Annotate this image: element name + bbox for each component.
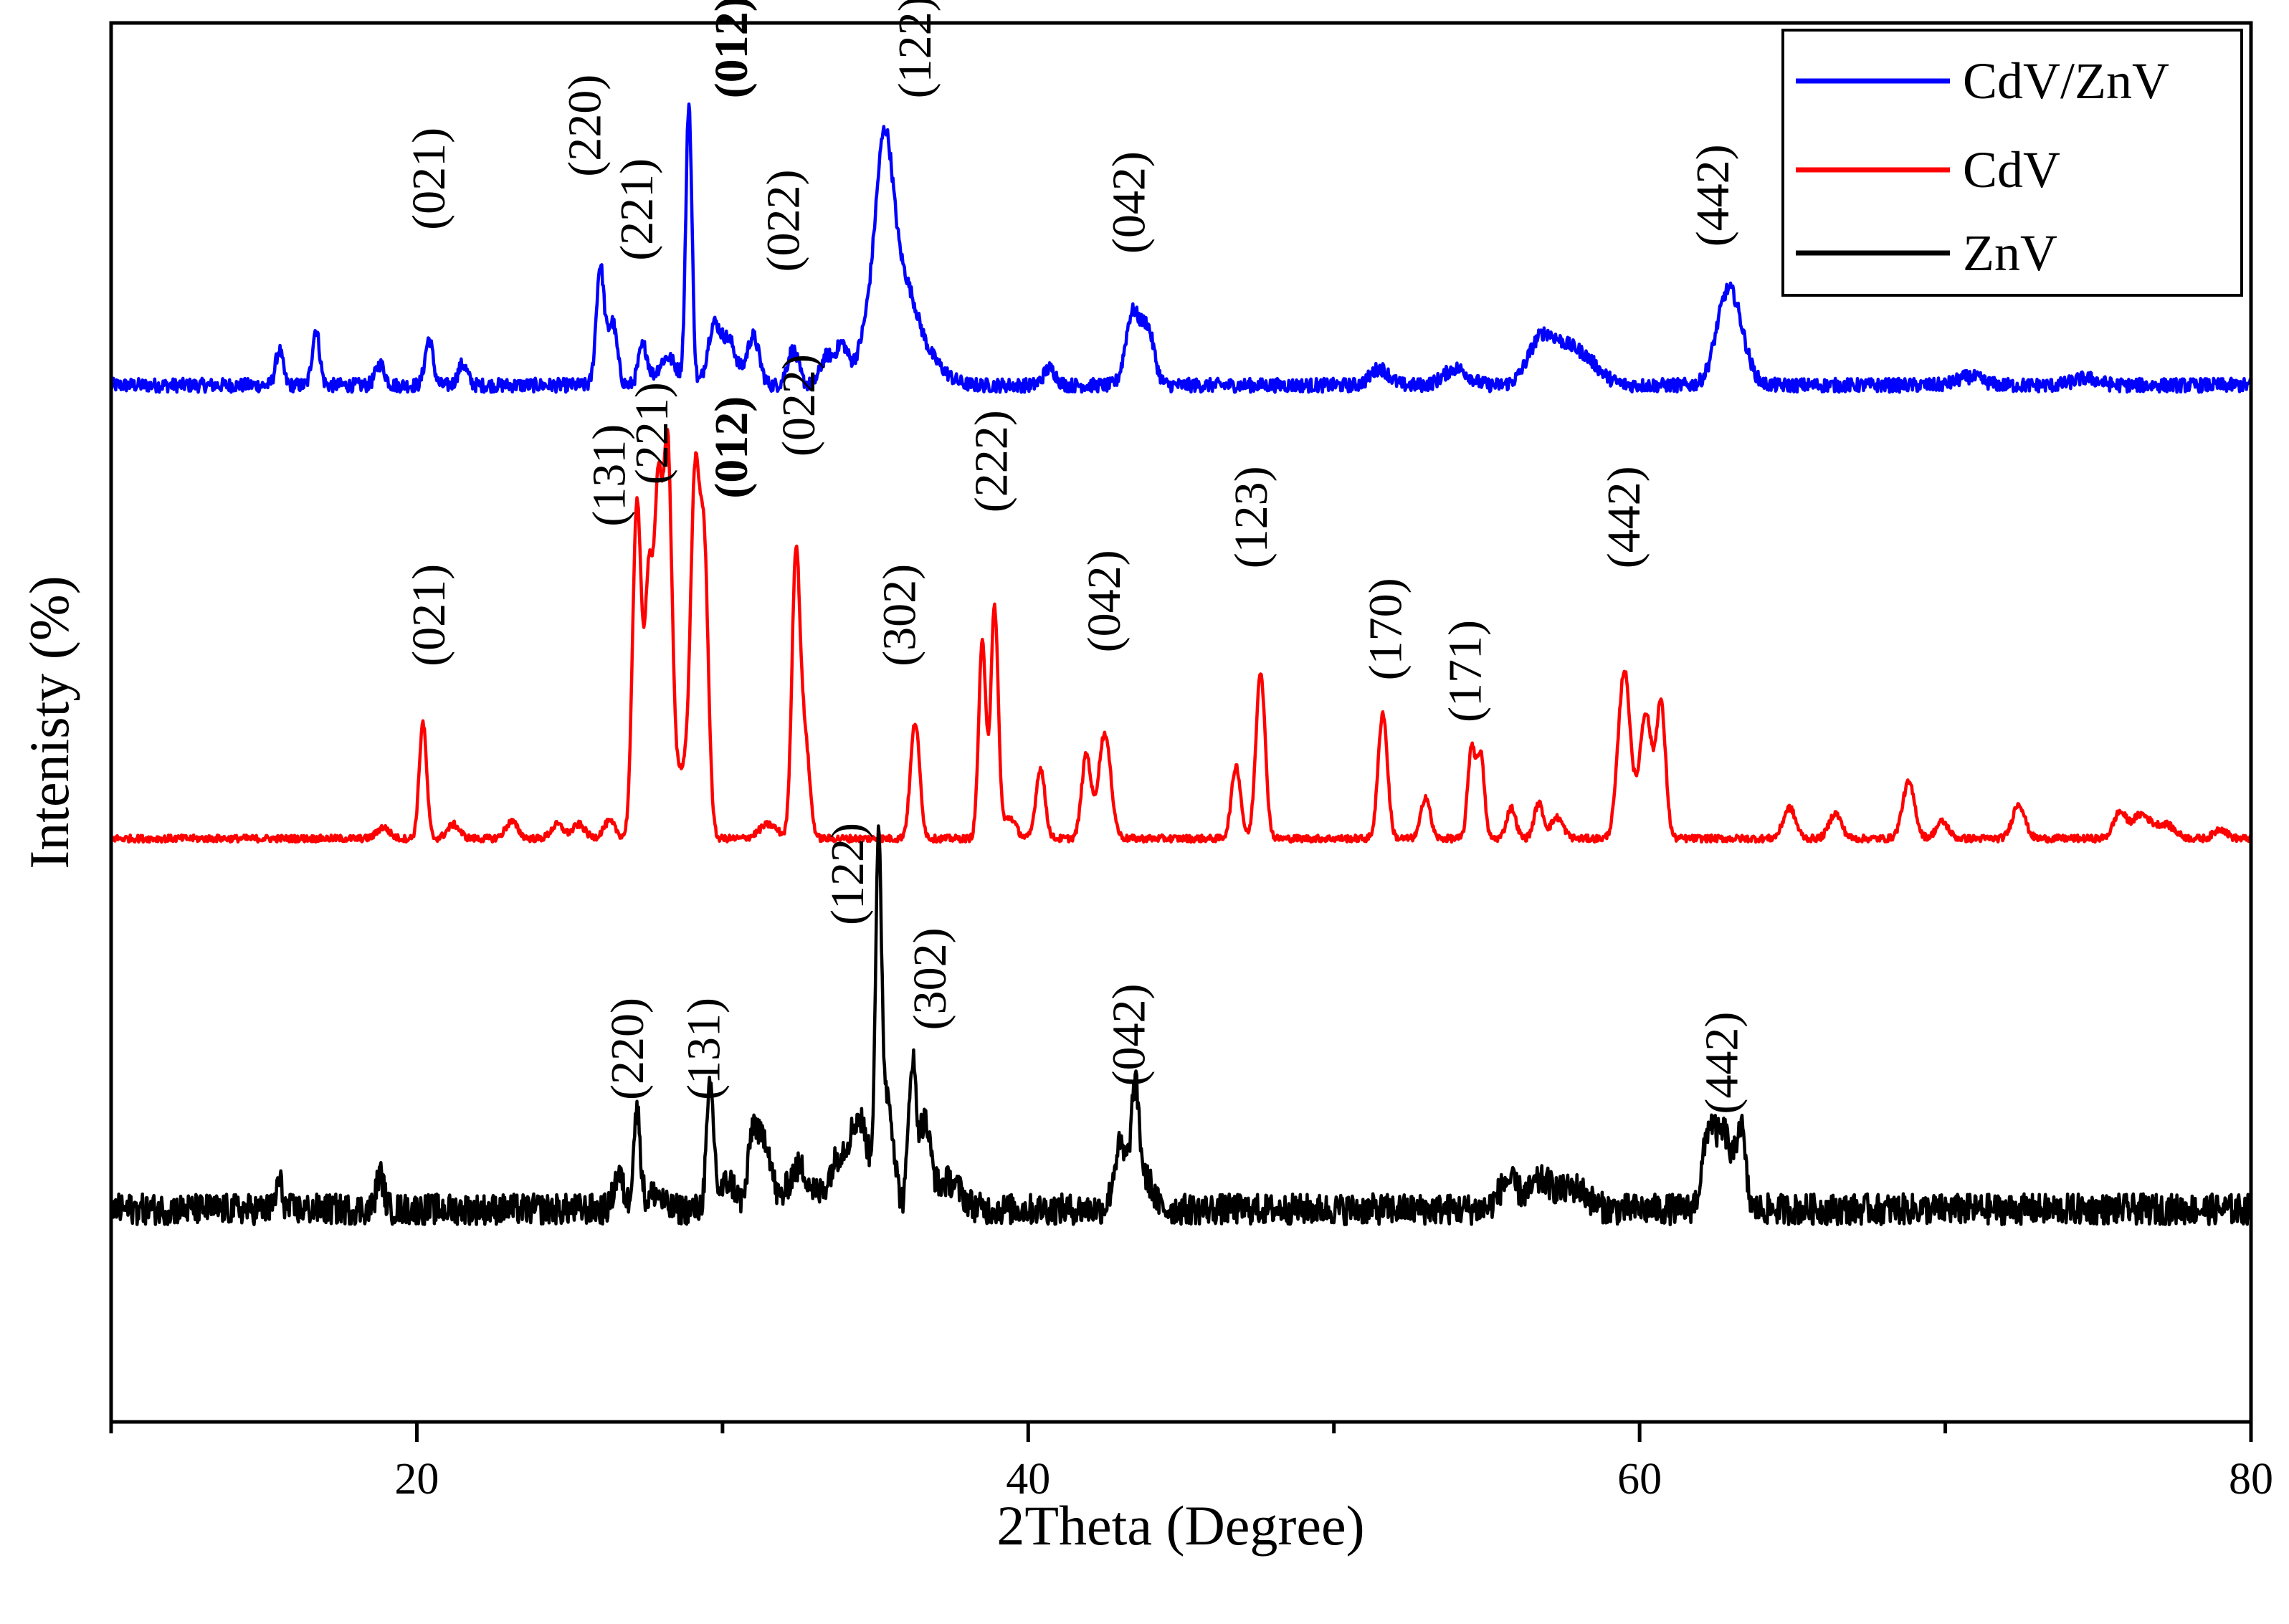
peak-label-cdv-222: (222) bbox=[965, 410, 1017, 512]
x-tick-label: 40 bbox=[1006, 1455, 1050, 1504]
peak-label-cdv-442: (442) bbox=[1598, 466, 1650, 568]
peak-label-cdv-221: (221) bbox=[626, 382, 678, 484]
peak-label-znv-442: (442) bbox=[1696, 1012, 1748, 1114]
annotation-layer: (021)(220)(221)(012)(022)(122)(042) (442)… bbox=[403, 0, 1748, 1114]
peak-label-cdv-znv-012: (012) bbox=[705, 0, 758, 98]
peak-label-cdv-znv-221: (221) bbox=[611, 158, 663, 261]
peak-label-cdv-znv-122: (122) bbox=[889, 0, 941, 98]
series-line-cdv-znv bbox=[109, 102, 2253, 394]
peak-label-cdv-021: (021) bbox=[403, 564, 455, 667]
x-tick-label: 20 bbox=[394, 1455, 439, 1504]
peak-label-cdv-znv-442: (442) bbox=[1687, 144, 1739, 247]
peak-label-cdv-131: (131) bbox=[583, 424, 635, 527]
x-axis-title: 2Theta (Degree) bbox=[996, 1494, 1364, 1557]
peak-label-cdv-znv-042: (042) bbox=[1103, 151, 1155, 254]
peak-label-cdv-znv-021: (021) bbox=[403, 128, 455, 230]
series-layer bbox=[109, 102, 2253, 1227]
x-tick-label: 60 bbox=[1617, 1455, 1662, 1504]
series-line-cdv bbox=[110, 428, 2252, 844]
legend-label-cdv: CdV bbox=[1963, 141, 2060, 199]
y-axis-title: Intenisty (%) bbox=[18, 575, 80, 869]
peak-label-cdv-171: (171) bbox=[1439, 620, 1491, 722]
peak-label-cdv-123: (123) bbox=[1225, 466, 1277, 568]
legend-label-cdv-znv: CdV/ZnV bbox=[1963, 52, 2169, 110]
legend-label-znv: ZnV bbox=[1963, 224, 2057, 282]
peak-label-cdv-302: (302) bbox=[874, 564, 926, 667]
peak-label-cdv-042: (042) bbox=[1078, 550, 1131, 652]
peak-label-znv-302: (302) bbox=[904, 927, 956, 1030]
peak-label-cdv-znv-022: (022) bbox=[758, 170, 810, 272]
x-tick-label: 80 bbox=[2229, 1455, 2273, 1504]
peak-label-cdv-022: (022) bbox=[773, 354, 825, 457]
legend: CdV/ZnV CdV ZnV bbox=[1781, 29, 2243, 297]
peak-label-cdv-012: (012) bbox=[705, 396, 758, 499]
peak-label-cdv-znv-220: (220) bbox=[558, 75, 611, 177]
peak-label-znv-042: (042) bbox=[1103, 984, 1155, 1086]
peak-label-znv-122: (122) bbox=[822, 823, 874, 925]
peak-label-znv-220: (220) bbox=[601, 998, 654, 1100]
peak-label-znv-131: (131) bbox=[678, 998, 731, 1100]
series-line-znv bbox=[109, 824, 2253, 1227]
tick-layer: 20 40 60 80 bbox=[109, 1422, 2273, 1504]
peak-label-cdv-170: (170) bbox=[1360, 578, 1412, 680]
plot-frame bbox=[109, 21, 2253, 1424]
